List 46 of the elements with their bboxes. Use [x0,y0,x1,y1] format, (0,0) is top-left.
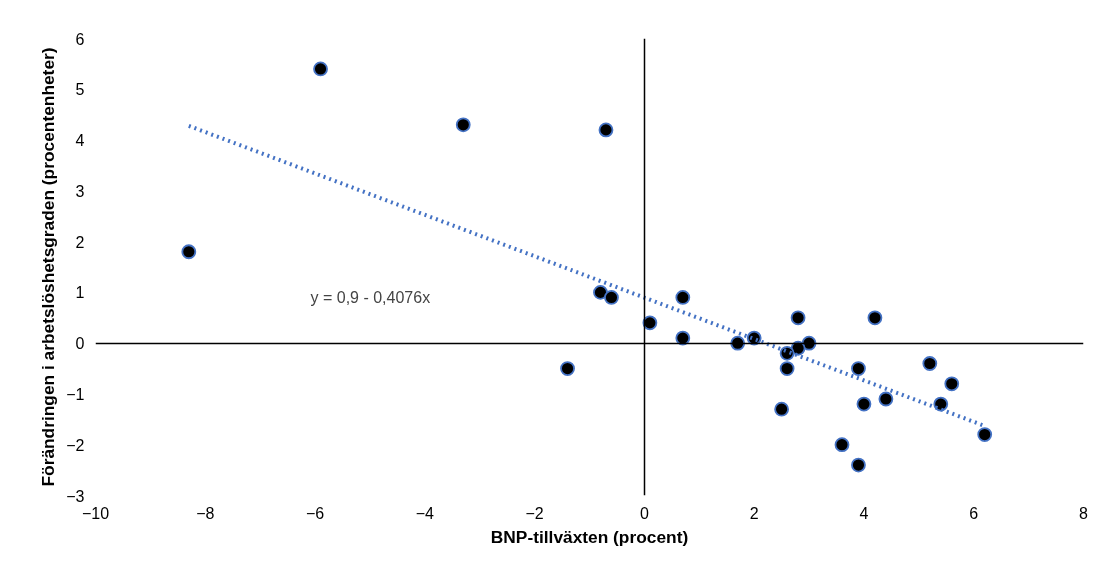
x-tick-label: −10 [81,504,110,522]
point [867,310,883,326]
y-tick-label: 2 [75,233,85,251]
point [851,457,866,473]
y-tick-label: −3 [66,487,85,505]
point [779,361,795,376]
point [604,290,619,305]
point [560,361,575,376]
y-tick-label: 0 [75,335,85,353]
point [313,61,328,77]
point [944,376,960,392]
x-tick-label: 8 [1079,504,1089,522]
point [455,117,471,133]
x-tick-label: 6 [969,504,979,522]
x-tick-label: −2 [525,504,544,522]
y-tick-label: 5 [75,81,85,99]
y-axis-title: Förändringen i arbetslöshetsgraden (procentenheter) [38,47,59,487]
point [730,335,746,351]
point [181,244,197,260]
point [851,361,866,376]
y-tick-label: −2 [66,436,85,454]
x-tick-label: 2 [749,504,759,522]
point [675,290,691,305]
point [878,391,894,407]
y-tick-label: 6 [75,30,85,48]
point [977,427,993,442]
point [790,310,806,326]
x-tick-label: 4 [859,504,869,522]
point [856,396,872,412]
x-axis-title: BNP-tillväxten (procent) [490,526,689,547]
point [675,330,691,346]
y-tick-label: 4 [75,132,85,150]
annotation: y = 0,9 - 0,4076x [310,288,431,306]
point [834,437,850,453]
y-tick-label: 1 [75,284,85,302]
x-tick-label: 0 [639,504,649,522]
y-tick-label: 3 [75,182,85,200]
point [642,315,658,331]
x-tick-label: −8 [196,504,215,522]
point [774,401,790,417]
point [922,356,938,371]
x-tick-label: −4 [415,504,435,522]
y-tick-label: −1 [66,385,85,403]
point [598,122,614,138]
point [593,285,608,300]
x-tick-label: −6 [305,504,325,522]
